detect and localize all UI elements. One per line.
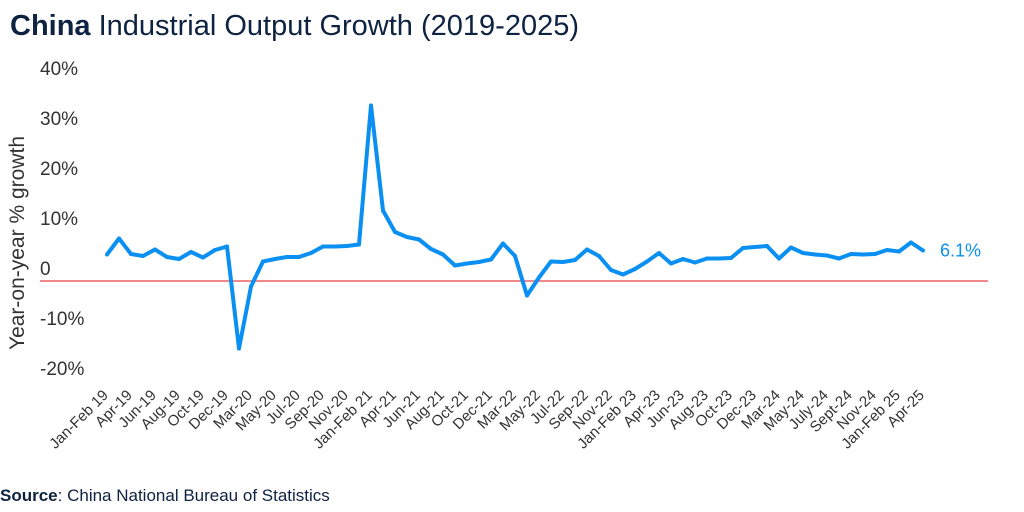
- data-point: [285, 255, 289, 259]
- data-point: [741, 246, 745, 250]
- data-point: [489, 257, 493, 262]
- data-point: [369, 103, 373, 108]
- y-tick-label: 40%: [40, 59, 78, 80]
- data-point: [501, 241, 505, 246]
- data-point: [669, 261, 673, 266]
- data-point: [165, 255, 169, 259]
- data-point: [273, 257, 277, 261]
- data-point: [693, 260, 697, 265]
- data-point: [633, 267, 637, 271]
- data-point: [621, 272, 625, 277]
- data-point: [261, 259, 265, 264]
- data-point: [837, 256, 841, 261]
- data-point: [645, 259, 649, 264]
- series-line: [105, 103, 925, 351]
- data-point: [441, 252, 445, 257]
- data-point: [189, 250, 193, 254]
- data-point: [777, 256, 781, 261]
- source-text: : China National Bureau of Statistics: [57, 486, 330, 505]
- data-point: [585, 247, 589, 252]
- data-point: [249, 284, 253, 289]
- data-point: [393, 230, 397, 234]
- data-point: [309, 251, 313, 255]
- title-rest: Industrial Output Growth (2019-2025): [90, 10, 579, 42]
- data-point: [429, 247, 433, 251]
- data-point: [381, 208, 385, 213]
- y-tick-label: 0: [40, 259, 51, 280]
- y-tick-label: 20%: [40, 159, 78, 180]
- data-point: [873, 252, 877, 256]
- y-tick-label: 30%: [40, 109, 78, 130]
- data-point: [789, 245, 793, 250]
- data-point: [657, 251, 661, 255]
- y-tick-label: -20%: [40, 359, 84, 380]
- y-tick-label: 10%: [40, 209, 78, 230]
- data-point: [105, 252, 109, 257]
- data-point: [453, 263, 457, 268]
- data-point: [153, 247, 157, 252]
- data-point: [897, 249, 901, 254]
- data-point: [321, 244, 325, 249]
- data-point: [681, 257, 685, 261]
- data-point: [561, 260, 565, 264]
- data-point: [549, 259, 553, 264]
- title-bold: China: [10, 10, 91, 42]
- data-point: [597, 254, 601, 258]
- data-point: [849, 252, 853, 256]
- data-point: [417, 237, 421, 242]
- data-point: [717, 256, 721, 261]
- data-point: [909, 240, 913, 245]
- data-point: [477, 260, 481, 264]
- data-point: [801, 251, 805, 255]
- chart-title: China Industrial Output Growth (2019-202…: [10, 10, 579, 43]
- data-point: [813, 252, 817, 257]
- data-point: [357, 242, 361, 247]
- end-value-label: 6.1%: [940, 241, 981, 261]
- source-note: Source: China National Bureau of Statist…: [0, 486, 330, 506]
- data-point: [573, 258, 577, 262]
- data-point: [141, 254, 145, 258]
- data-point: [465, 261, 469, 266]
- data-point: [129, 252, 133, 256]
- data-point: [705, 256, 709, 261]
- data-point: [921, 248, 925, 253]
- data-point: [297, 255, 301, 259]
- data-point: [609, 268, 613, 272]
- data-point: [213, 248, 217, 252]
- data-point: [825, 253, 829, 258]
- data-point: [225, 244, 229, 249]
- data-point: [885, 248, 889, 252]
- data-point: [861, 252, 865, 257]
- data-point: [537, 275, 541, 280]
- data-point: [177, 257, 181, 261]
- y-tick-label: -10%: [40, 309, 84, 330]
- data-point: [765, 244, 769, 248]
- data-point: [729, 256, 733, 260]
- y-axis-label: Year-on-year % growth: [6, 136, 29, 350]
- data-point: [201, 255, 205, 260]
- source-label: Source: [0, 486, 58, 505]
- data-point: [525, 293, 529, 298]
- data-point: [345, 244, 349, 248]
- data-point: [405, 235, 409, 239]
- data-point: [753, 245, 757, 249]
- data-point: [237, 346, 241, 351]
- data-point: [513, 254, 517, 258]
- data-point: [117, 236, 121, 241]
- data-point: [333, 244, 337, 249]
